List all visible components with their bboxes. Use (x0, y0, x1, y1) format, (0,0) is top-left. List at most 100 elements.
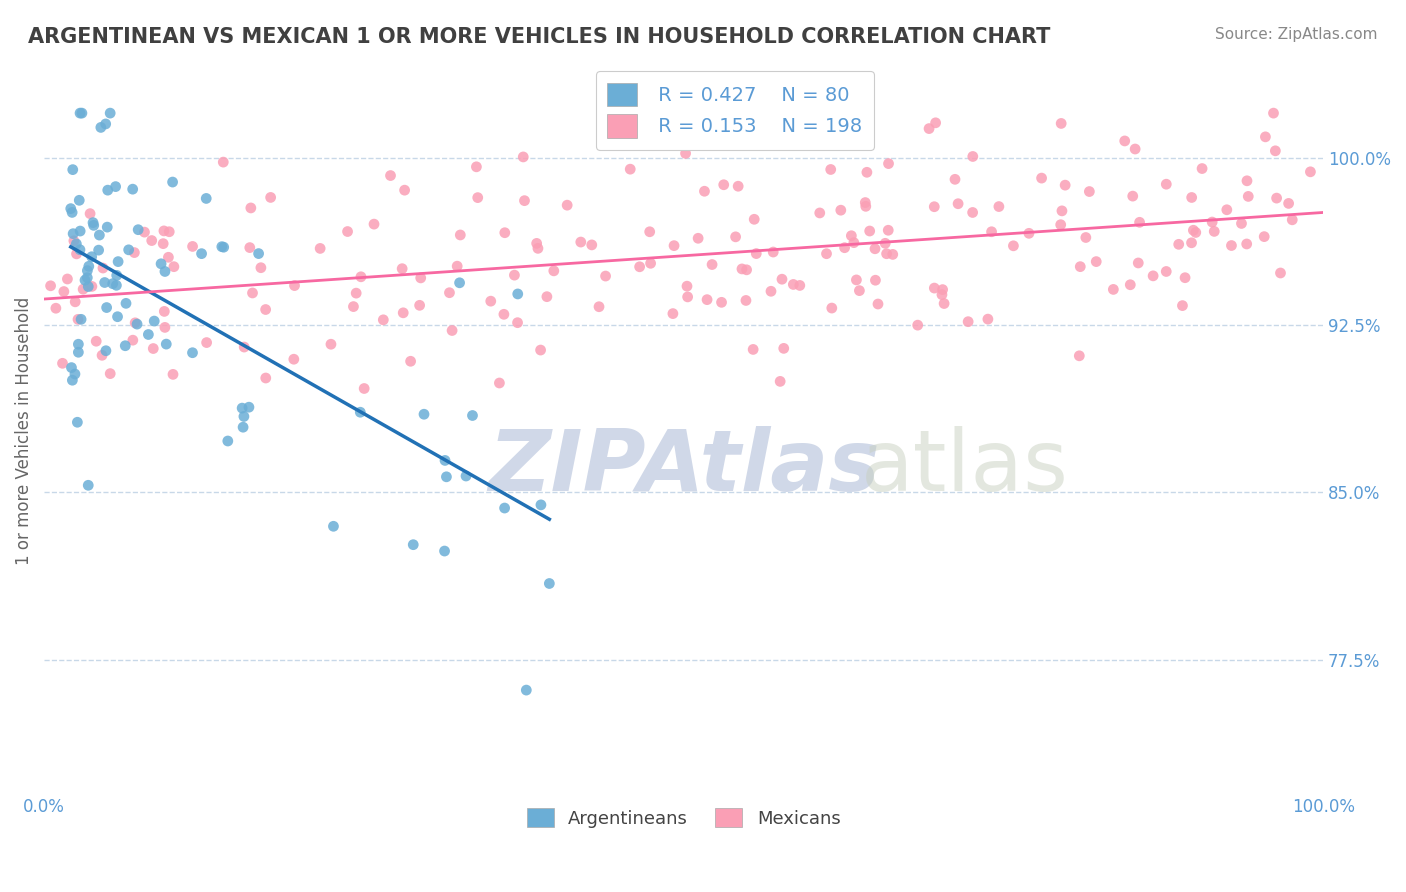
Point (114, 339, 136, 353)
Point (821, 301, 844, 315)
Point (1230, 217, 1253, 231)
Point (163, 260, 186, 274)
Point (1171, 299, 1194, 313)
Point (254, 302, 277, 317)
Point (107, 310, 129, 324)
Point (1270, 266, 1292, 280)
Point (465, 160, 488, 174)
Point (693, 184, 716, 198)
Point (436, 470, 458, 484)
Point (153, 264, 176, 278)
Point (62, 162, 84, 177)
Point (1180, 235, 1202, 250)
Point (1050, 203, 1073, 218)
Point (640, 256, 662, 270)
Point (45, 301, 67, 316)
Point (107, 254, 129, 268)
Point (731, 261, 754, 276)
Point (529, 343, 551, 357)
Point (782, 277, 804, 292)
Point (309, 241, 332, 255)
Point (69, 243, 91, 257)
Point (676, 279, 699, 293)
Legend: Argentineans, Mexicans: Argentineans, Mexicans (520, 801, 848, 835)
Point (65, 247, 87, 261)
Point (121, 333, 143, 347)
Point (72, 282, 94, 296)
Point (157, 250, 180, 264)
Point (848, 284, 870, 298)
Point (212, 240, 235, 254)
Point (931, 287, 953, 301)
Point (980, 225, 1002, 239)
Point (399, 354, 422, 368)
Point (853, 195, 876, 210)
Point (162, 368, 184, 382)
Point (449, 276, 471, 290)
Point (924, 281, 946, 295)
Point (73, 273, 96, 287)
Point (530, 498, 553, 512)
Point (1142, 268, 1164, 283)
Point (373, 313, 395, 327)
Point (98, 367, 121, 381)
Point (1031, 171, 1053, 186)
Point (569, 235, 592, 249)
Point (1054, 178, 1077, 193)
Point (344, 286, 367, 301)
Point (181, 239, 204, 253)
Point (1050, 116, 1073, 130)
Point (543, 264, 565, 278)
Point (124, 316, 146, 330)
Point (922, 200, 945, 214)
Point (1154, 264, 1177, 278)
Point (127, 223, 149, 237)
Point (97, 183, 120, 197)
Point (51, 356, 73, 370)
Text: ZIPAtlas: ZIPAtlas (488, 425, 879, 508)
Point (863, 242, 886, 256)
Point (588, 300, 610, 314)
Point (1119, 277, 1142, 292)
Point (742, 212, 765, 227)
Point (789, 278, 811, 293)
Point (70, 312, 93, 326)
Point (1264, 144, 1286, 158)
Point (662, 307, 685, 321)
Point (392, 306, 415, 320)
Point (506, 316, 529, 330)
Point (441, 324, 464, 338)
Point (1263, 106, 1285, 120)
Point (239, 201, 262, 215)
Point (454, 469, 477, 483)
Point (76, 263, 98, 277)
Point (60, 373, 83, 387)
Point (380, 169, 402, 183)
Point (492, 307, 515, 321)
Point (77, 279, 100, 293)
Point (876, 246, 898, 260)
Point (515, 683, 537, 698)
Point (67, 337, 90, 351)
Point (696, 293, 718, 307)
Point (770, 272, 793, 286)
Point (742, 343, 765, 357)
Point (394, 183, 416, 197)
Point (882, 247, 904, 261)
Point (94, 117, 117, 131)
Point (918, 121, 941, 136)
Point (494, 501, 516, 516)
Point (118, 243, 141, 257)
Point (856, 165, 879, 179)
Point (259, 190, 281, 204)
Point (60, 360, 83, 375)
Point (238, 400, 260, 414)
Point (1184, 226, 1206, 240)
Point (619, 162, 641, 177)
Point (662, 238, 685, 252)
Point (538, 576, 561, 591)
Point (157, 225, 180, 239)
Point (1069, 349, 1091, 363)
Point (439, 285, 461, 300)
Point (134, 225, 156, 239)
